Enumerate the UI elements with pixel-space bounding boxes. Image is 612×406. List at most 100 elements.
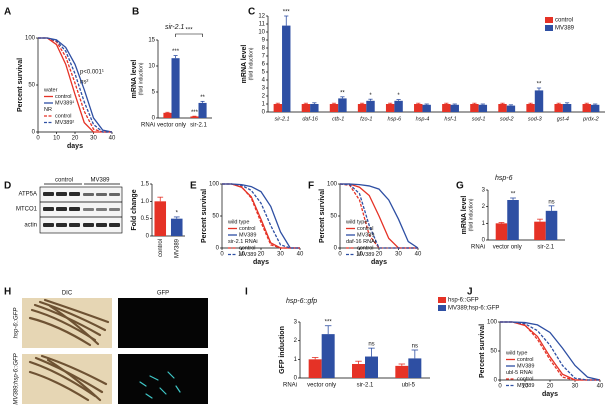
y-tick-label: 50 [490, 349, 497, 355]
legend-label: control [357, 245, 374, 251]
bar [308, 359, 322, 378]
significance: * [176, 211, 179, 217]
legend-label: MV389 [239, 232, 256, 238]
bar [321, 334, 335, 378]
y-tick-label: 9 [262, 38, 266, 44]
x-tick-label: 30 [395, 252, 402, 258]
x-tick-label: 20 [258, 252, 265, 258]
y-tick-label: 1 [294, 357, 298, 363]
bracket-label: *** [186, 28, 194, 34]
y-tick-label: 15 [148, 38, 155, 44]
legend-label: control [555, 18, 573, 24]
x-tick-label: hsp-6 [387, 116, 402, 122]
x-tick-label: sod-2 [500, 116, 514, 122]
y-tick-label: 1 [482, 221, 486, 227]
y-tick-label: 11 [259, 22, 266, 28]
chart-title: hsp-6::gfp [286, 298, 317, 305]
y-tick-label: 0.5 [141, 216, 150, 222]
panel-letter: A [4, 7, 11, 18]
legend-label: MV389 [517, 383, 534, 389]
y-axis-sublabel: (fold induction) [138, 62, 144, 95]
bar [562, 104, 572, 112]
y-tick-label: 0 [494, 378, 498, 384]
y-tick-label: 100 [327, 182, 338, 188]
x-axis-label: days [67, 143, 83, 150]
bar [357, 104, 367, 112]
significance: * [397, 93, 400, 99]
lane-label: MV389 [90, 178, 110, 184]
x-tick-label: 0 [36, 136, 40, 142]
legend-label: MV389 [239, 252, 256, 258]
legend-group-title: NR [44, 107, 52, 113]
panel-letter: I [245, 287, 248, 298]
bar [478, 104, 488, 112]
y-tick-label: 1.5 [141, 182, 150, 188]
y-axis-sublabel: (fold induction) [248, 47, 254, 80]
y-tick-label: 2 [262, 94, 266, 100]
legend-group-title: wild type [505, 350, 527, 356]
x-tick-label: prdx-2 [582, 116, 599, 122]
y-tick-label: 3 [262, 86, 266, 92]
y-tick-label: 50 [330, 214, 337, 220]
y-tick-label: 0 [262, 110, 266, 116]
legend-label: control [517, 357, 534, 363]
bar [163, 112, 172, 118]
x-tick-label: 30 [277, 252, 284, 258]
x-tick-label: 10 [238, 252, 245, 258]
y-tick-label: 7 [262, 54, 266, 60]
x-tick-label: sir-2.1 [357, 383, 374, 389]
bar [171, 58, 180, 118]
x-tick-label: control [158, 239, 164, 257]
y-axis-label: mRNA level [241, 45, 248, 84]
panel-letter: J [467, 287, 473, 298]
bar [366, 100, 375, 112]
y-tick-label: 8 [262, 46, 266, 52]
bar [395, 365, 409, 378]
legend-swatch [438, 305, 446, 311]
bar [365, 356, 378, 378]
x-tick-label: vector only [157, 123, 186, 129]
bar [554, 104, 563, 112]
x-tick-label: sir-2.1 [274, 116, 289, 122]
x-tick-label: MV389 [174, 238, 180, 258]
y-tick-label: 6 [262, 62, 266, 68]
x-axis-label: RNAi [283, 383, 297, 389]
bar [310, 104, 319, 112]
survival-curve [38, 37, 112, 133]
legend-label: MV389 [517, 363, 534, 369]
survival-curve [222, 183, 300, 249]
bar [385, 104, 395, 112]
bar [394, 100, 403, 112]
bar [301, 104, 311, 112]
y-tick-label: 2 [482, 204, 486, 210]
x-tick-label: fzo-1 [360, 116, 372, 122]
chart-title: sir-2.1 [165, 24, 184, 31]
x-tick-label: 20 [376, 252, 383, 258]
y-tick-label: 100 [487, 320, 498, 326]
x-tick-label: 40 [109, 136, 116, 142]
panel-letter: F [308, 181, 314, 192]
y-tick-label: 1 [262, 102, 266, 108]
y-tick-label: 100 [25, 36, 36, 42]
x-tick-label: sir-2.1 [537, 245, 554, 251]
bar [154, 201, 167, 236]
survival-curve [340, 183, 419, 249]
y-tick-label: 0 [216, 246, 220, 252]
legend-swatch [545, 25, 553, 31]
chart-title: hsp-6 [495, 175, 513, 182]
blot-row-label: actin [24, 223, 37, 229]
bar [506, 105, 516, 112]
x-tick-label: daf-16 [302, 116, 319, 122]
bar [470, 104, 479, 112]
x-tick-label: ctb-1 [332, 116, 344, 122]
y-axis-label: Percent survival [479, 324, 486, 378]
y-axis-label: Percent survival [17, 58, 24, 112]
bar [526, 104, 535, 112]
legend-label: control [517, 376, 534, 382]
significance: ** [200, 95, 205, 101]
y-tick-label: 2 [294, 338, 298, 344]
bar [507, 200, 519, 240]
x-tick-label: 0 [498, 384, 502, 390]
x-tick-label: hsf-1 [444, 116, 456, 122]
